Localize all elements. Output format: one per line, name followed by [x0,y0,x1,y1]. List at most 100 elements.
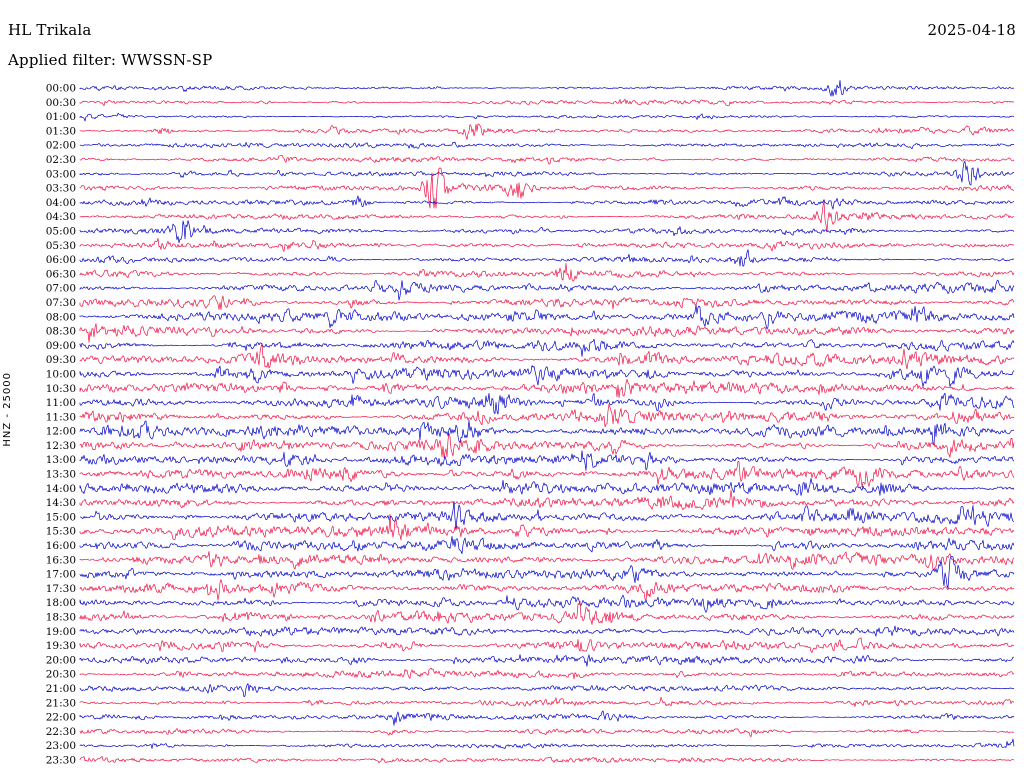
trace-row-05:00 [79,220,1015,244]
trace-row-06:00 [79,249,1015,267]
trace-row-20:00 [79,654,1015,667]
trace-row-07:00 [79,279,1015,301]
trace-row-12:30 [79,433,1015,459]
row-time-label: 09:30 [46,354,76,366]
trace-row-17:00 [79,555,1015,589]
trace-row-18:00 [79,594,1015,613]
row-time-label: 01:00 [46,111,76,123]
trace-row-01:30 [79,123,1015,140]
row-time-label: 02:30 [46,154,76,166]
row-time-label: 08:00 [46,311,76,323]
trace-row-08:30 [79,323,1015,343]
row-time-label: 04:30 [46,211,76,223]
trace-row-21:30 [79,696,1015,707]
row-time-label: 13:00 [46,454,76,466]
trace-row-17:30 [79,579,1015,601]
row-time-label: 15:00 [46,511,76,523]
row-time-label: 23:00 [46,740,76,752]
row-time-label: 14:00 [46,483,76,495]
trace-row-02:00 [79,141,1015,150]
row-time-label: 20:00 [46,654,76,666]
row-time-label: 05:00 [46,226,76,238]
row-time-label: 23:30 [46,755,76,767]
row-time-label: 01:30 [46,125,76,137]
trace-row-00:00 [79,80,1015,97]
trace-row-14:00 [79,477,1015,496]
trace-row-23:30 [79,756,1015,764]
trace-row-09:00 [79,338,1015,357]
row-time-label: 03:00 [46,168,76,180]
row-time-label: 06:00 [46,254,76,266]
trace-row-16:30 [79,551,1015,570]
row-time-label: 17:00 [46,569,76,581]
row-time-label: 00:30 [46,97,76,109]
row-time-label: 03:30 [46,183,76,195]
trace-row-13:00 [79,450,1015,471]
trace-row-03:30 [79,167,1015,209]
row-time-label: 14:30 [46,497,76,509]
row-time-label: 06:30 [46,268,76,280]
trace-row-10:30 [79,379,1014,398]
trace-row-22:30 [79,728,1015,738]
row-time-label: 08:30 [46,326,76,338]
row-time-label: 02:00 [46,140,76,152]
filter-label: Applied filter: WWSSN-SP [8,51,213,69]
trace-row-04:30 [79,200,1015,232]
trace-row-15:30 [79,513,1015,541]
trace-row-05:30 [79,237,1015,252]
row-time-label: 13:30 [46,469,76,481]
row-time-label: 22:00 [46,712,76,724]
trace-row-12:00 [79,420,1015,446]
row-time-label: 20:30 [46,669,76,681]
trace-row-20:30 [79,667,1015,680]
trace-row-14:30 [79,489,1015,511]
trace-row-04:00 [79,195,1015,210]
row-time-label: 17:30 [46,583,76,595]
row-time-label: 07:00 [46,283,76,295]
row-time-label: 18:30 [46,612,76,624]
trace-row-01:00 [79,112,1015,122]
row-time-label: 15:30 [46,526,76,538]
trace-row-09:30 [79,343,1015,370]
trace-row-15:00 [79,500,1014,530]
trace-row-22:00 [79,710,1015,726]
trace-row-06:30 [79,263,1015,282]
trace-row-00:30 [79,98,1015,107]
trace-row-21:00 [79,683,1014,698]
trace-row-07:30 [79,295,1015,311]
row-time-label: 21:00 [46,683,76,695]
trace-row-11:30 [79,403,1015,428]
row-time-label: 04:00 [46,197,76,209]
row-time-label: 00:00 [46,83,76,95]
row-time-label: 11:00 [46,397,76,409]
row-time-label: 10:30 [46,383,76,395]
row-time-label: 12:00 [46,426,76,438]
trace-row-23:00 [79,738,1015,749]
trace-row-11:00 [79,392,1015,415]
row-time-label: 11:30 [46,411,76,423]
row-time-label: 05:30 [46,240,76,252]
row-time-label: 22:30 [46,726,76,738]
row-time-label: 16:30 [46,554,76,566]
trace-row-02:30 [79,154,1015,165]
trace-row-18:30 [79,600,1015,625]
row-time-label: 19:30 [46,640,76,652]
trace-row-10:00 [79,365,1015,388]
trace-row-08:00 [79,304,1015,330]
row-time-label: 19:00 [46,626,76,638]
row-time-label: 16:00 [46,540,76,552]
station-title: HL Trikala [8,21,92,39]
row-time-label: 10:00 [46,369,76,381]
trace-row-19:00 [79,625,1015,638]
trace-row-13:30 [79,460,1015,488]
row-time-label: 09:00 [46,340,76,352]
trace-row-16:00 [79,535,1015,555]
row-time-label: 07:30 [46,297,76,309]
trace-row-03:00 [79,161,1015,186]
date-label: 2025-04-18 [927,21,1016,39]
trace-row-19:30 [79,637,1015,653]
row-time-label: 12:30 [46,440,76,452]
row-time-label: 18:00 [46,597,76,609]
